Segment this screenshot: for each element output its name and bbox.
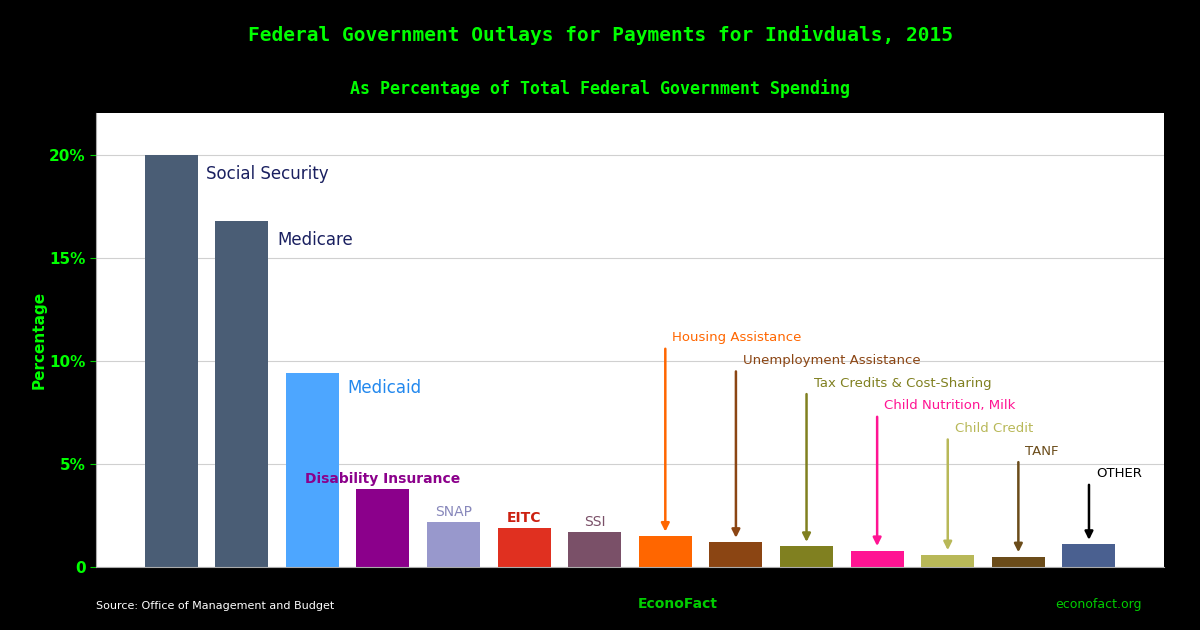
- Text: Source: Office of Management and Budget: Source: Office of Management and Budget: [96, 601, 335, 611]
- Text: Child Nutrition, Milk: Child Nutrition, Milk: [884, 399, 1015, 413]
- Text: Social Security: Social Security: [206, 165, 329, 183]
- Text: SSI: SSI: [584, 515, 606, 529]
- Bar: [992, 557, 1045, 567]
- Bar: [356, 489, 409, 567]
- Text: OTHER: OTHER: [1096, 467, 1142, 481]
- Text: Medicaid: Medicaid: [348, 379, 421, 398]
- Text: EITC: EITC: [506, 511, 541, 525]
- Bar: [286, 373, 338, 567]
- Text: SNAP: SNAP: [434, 505, 472, 518]
- Text: As Percentage of Total Federal Government Spending: As Percentage of Total Federal Governmen…: [350, 79, 850, 98]
- Bar: [498, 528, 551, 567]
- Text: TANF: TANF: [1026, 445, 1058, 458]
- Bar: [144, 154, 198, 567]
- Text: Child Credit: Child Credit: [955, 422, 1033, 435]
- Bar: [1062, 544, 1116, 567]
- Bar: [922, 554, 974, 567]
- Bar: [780, 546, 833, 567]
- Text: Medicare: Medicare: [277, 231, 353, 249]
- Text: Housing Assistance: Housing Assistance: [672, 331, 802, 345]
- Bar: [427, 522, 480, 567]
- Bar: [215, 220, 268, 567]
- Bar: [569, 532, 622, 567]
- Bar: [851, 551, 904, 567]
- Y-axis label: Percentage: Percentage: [31, 291, 46, 389]
- Text: Tax Credits & Cost-Sharing: Tax Credits & Cost-Sharing: [814, 377, 991, 390]
- Text: Federal Government Outlays for Payments for Indivduals, 2015: Federal Government Outlays for Payments …: [247, 25, 953, 45]
- Bar: [709, 542, 762, 567]
- Text: Unemployment Assistance: Unemployment Assistance: [743, 354, 920, 367]
- Bar: [638, 536, 691, 567]
- Text: Disability Insurance: Disability Insurance: [305, 472, 461, 486]
- Text: econofact.org: econofact.org: [1055, 598, 1141, 611]
- Text: EconoFact: EconoFact: [638, 597, 718, 611]
